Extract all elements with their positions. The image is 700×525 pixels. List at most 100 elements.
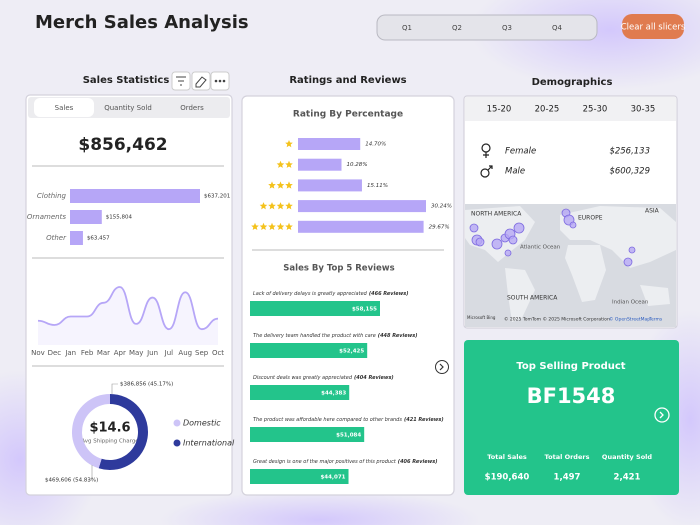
star (268, 222, 276, 231)
x-tick-label: Feb (81, 349, 94, 357)
female-icon (481, 143, 491, 158)
bar (250, 469, 349, 484)
trend-line (37, 286, 219, 331)
chart-title: Rating By Percentage (293, 110, 403, 120)
star (285, 160, 293, 168)
map-label: ASIA (645, 208, 660, 215)
value-label: $386,856 (45.17%) (120, 382, 173, 388)
product-card (464, 340, 679, 495)
review-count: (404 Reviews) (354, 375, 394, 381)
next-button[interactable] (435, 360, 449, 374)
bar (298, 179, 362, 192)
trend-area (38, 287, 218, 345)
star (268, 202, 276, 210)
category-label: Other (46, 234, 67, 242)
value-label: $63,457 (87, 236, 110, 242)
slicer-option[interactable]: Q4 (552, 24, 563, 32)
slicer[interactable] (376, 14, 598, 41)
bar (250, 301, 380, 316)
slicer-option[interactable]: Q1 (402, 24, 412, 32)
star-rating (268, 181, 293, 189)
donut-center-label: Avg Shipping Charge (81, 439, 139, 445)
age-tab[interactable]: 25-30 (583, 105, 608, 115)
x-tick-label: Jul (164, 349, 174, 357)
review-label: The product was affordable here compared… (253, 417, 444, 423)
stat-value: $190,640 (485, 473, 530, 483)
gender-name: Female (505, 147, 536, 157)
legend-label: International (183, 439, 235, 448)
stat-label: Total Orders (545, 453, 590, 461)
panel-title: Ratings and Reviews (289, 75, 406, 86)
legend-dot (173, 439, 181, 447)
value-label: $44,071 (320, 475, 345, 481)
value-label: $155,804 (106, 215, 133, 221)
clear-label[interactable]: Clear all slicers (621, 23, 686, 33)
visual-icons (171, 71, 230, 91)
slicer-option[interactable]: Q3 (502, 24, 512, 32)
product-code: BF1548 (527, 384, 616, 408)
tab[interactable]: Quantity Sold (104, 104, 152, 112)
panel-title: Demographics (532, 77, 613, 88)
x-tick-label: May (129, 349, 143, 357)
x-tick-label: Aug (178, 349, 192, 357)
gender-value: $600,329 (609, 167, 650, 177)
map-attribution[interactable]: © OpenStreetMap (609, 316, 650, 323)
age-tab[interactable]: 20-25 (535, 105, 560, 115)
map-terms[interactable]: Terms (648, 317, 663, 323)
slicer-option[interactable]: Q2 (452, 24, 462, 32)
map-label: EUROPE (578, 215, 603, 222)
star (276, 160, 285, 168)
gender-value: $256,133 (609, 147, 650, 157)
total-sales: $856,462 (78, 135, 167, 155)
star-rating (259, 202, 293, 210)
age-bar (465, 97, 676, 121)
card-title: Top Selling Product (516, 361, 625, 372)
x-tick-label: Mar (97, 349, 110, 357)
review-label: Discount deals was greatly appreciated (4… (253, 375, 394, 381)
category-label: Clothing (37, 192, 67, 200)
value-label: $52,425 (339, 349, 364, 355)
map-attribution: © 2025 TomTom © 2025 Microsoft Corporati… (504, 316, 610, 323)
star (251, 222, 259, 231)
bar (298, 158, 342, 171)
donut-slice (98, 394, 148, 470)
gender-name: Male (505, 167, 525, 177)
star (285, 202, 293, 210)
review-label: Great design is one of the major positiv… (253, 459, 437, 465)
clear-button[interactable] (622, 14, 684, 39)
bar (70, 210, 102, 224)
review-count: (466 Reviews) (369, 291, 409, 297)
bar (250, 427, 365, 442)
bg-blob (160, 490, 480, 525)
map-label: NORTH AMERICA (471, 211, 522, 218)
review-text: Discount deals was greatly appreciated (253, 375, 353, 381)
value-label: 15.11% (367, 183, 388, 189)
star (259, 222, 268, 231)
stat-value: 2,421 (614, 473, 641, 483)
tab-selected[interactable] (34, 98, 94, 117)
age-tab[interactable]: 30-35 (631, 105, 656, 115)
star (276, 222, 285, 231)
star-rating (285, 140, 293, 148)
tab[interactable]: Orders (180, 104, 204, 112)
x-tick-label: Jun (146, 349, 158, 357)
x-tick-label: Sep (195, 349, 209, 357)
star (285, 222, 293, 231)
value-label: $44,383 (321, 391, 346, 397)
map-label: Indian Ocean (612, 300, 649, 306)
value-label: $51,084 (336, 433, 361, 439)
stat-value: 1,497 (554, 473, 581, 483)
bar (70, 231, 83, 245)
chart-title: Sales By Top 5 Reviews (283, 264, 394, 274)
value-label: 14.70% (365, 142, 386, 148)
star (268, 181, 276, 189)
legend-label: Domestic (183, 419, 221, 428)
review-text: Great design is one of the major positiv… (253, 459, 397, 465)
age-tab[interactable]: 15-20 (487, 105, 512, 115)
star (259, 202, 268, 210)
legend-dot (173, 419, 181, 427)
next-button[interactable] (654, 407, 670, 423)
value-label: 30.24% (431, 204, 452, 210)
tab[interactable]: Sales (55, 104, 74, 112)
